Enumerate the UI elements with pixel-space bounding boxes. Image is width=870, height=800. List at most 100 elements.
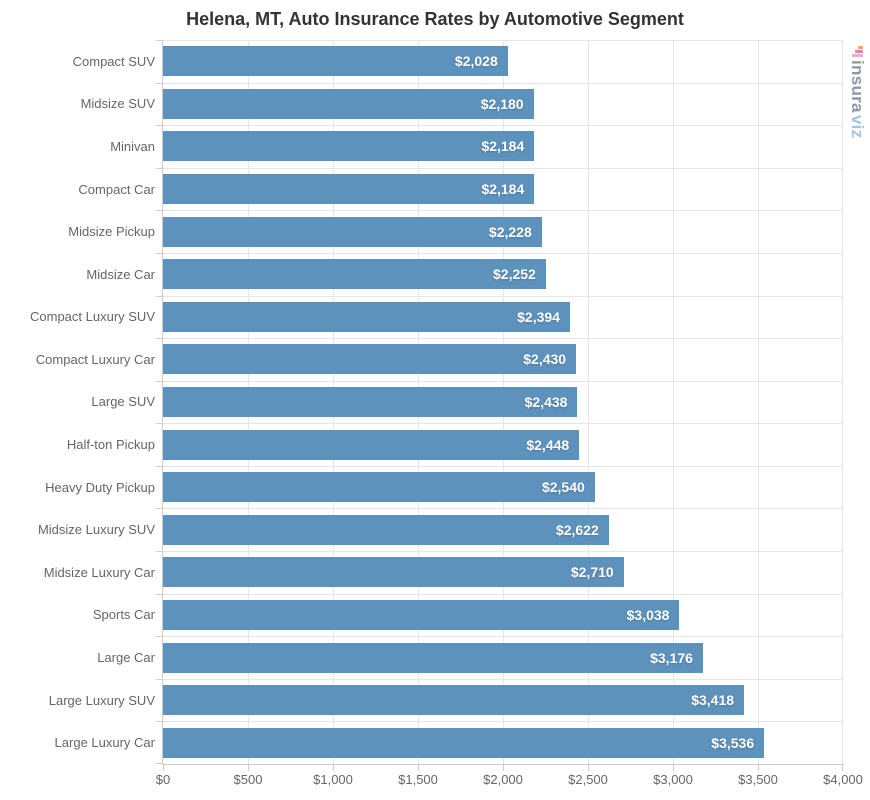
bar[interactable]: $2,180	[163, 88, 534, 119]
x-axis-labels: $0 $500 $1,000 $1,500 $2,000 $2,500 $3,000 $3,5…	[156, 772, 863, 792]
x-axis-label: $3,000	[653, 772, 693, 787]
bar-row: $2,622	[163, 508, 843, 551]
category-label: Heavy Duty Pickup	[45, 479, 155, 495]
x-axis-ticks	[163, 765, 843, 771]
bar-row: $2,180	[163, 83, 843, 126]
bar-value-label: $2,228	[488, 223, 532, 240]
category-label: Compact Luxury Car	[35, 351, 155, 367]
x-axis-tick	[758, 765, 759, 771]
y-axis-tick	[156, 465, 162, 467]
category-label: Midsize Luxury Car	[43, 564, 155, 580]
bar[interactable]: $2,228	[163, 216, 542, 247]
bar[interactable]: $2,252	[163, 259, 546, 290]
x-axis-label: $2,500	[568, 772, 608, 787]
insuraviz-watermark: insura viz	[848, 46, 867, 138]
vertical-gridline	[673, 40, 674, 764]
vertical-gridline	[588, 40, 589, 764]
bar[interactable]: $2,430	[163, 344, 577, 375]
bar-row: $3,176	[163, 636, 843, 679]
bar-value-label: $2,710	[570, 564, 614, 581]
bar-row: $2,184	[163, 168, 843, 211]
x-axis-tick	[673, 765, 674, 771]
vertical-gridline	[758, 40, 759, 764]
y-axis-tick	[156, 295, 162, 297]
bar-chart-logo-icon	[852, 46, 863, 57]
x-axis-label: $1,500	[398, 772, 438, 787]
x-axis-label: $2,000	[483, 772, 523, 787]
bar[interactable]: $2,540	[163, 472, 595, 503]
y-axis-tick	[156, 636, 162, 638]
x-axis-tick	[163, 765, 164, 771]
bar-row: $3,038	[163, 594, 843, 637]
category-label: Midsize Car	[86, 266, 155, 282]
x-axis-line	[162, 764, 844, 765]
bar-value-label: $3,536	[711, 734, 755, 751]
bar-value-label: $2,184	[481, 138, 525, 155]
bar[interactable]: $3,176	[163, 642, 703, 673]
bar-row: $2,430	[163, 338, 843, 381]
bar-row: $2,184	[163, 125, 843, 168]
bar[interactable]: $2,710	[163, 557, 624, 588]
y-axis-tick	[156, 210, 162, 212]
bar-row: $2,394	[163, 296, 843, 339]
category-label: Midsize Pickup	[68, 224, 155, 240]
category-label: Sports Car	[92, 607, 155, 623]
y-axis-ticks	[156, 40, 162, 764]
bar[interactable]: $3,038	[163, 599, 680, 630]
bar-row: $3,418	[163, 679, 843, 722]
category-label: Large Car	[97, 650, 155, 666]
x-axis-label: $3,500	[738, 772, 778, 787]
category-label: Compact Car	[78, 181, 155, 197]
x-axis-label: $500	[233, 772, 263, 787]
x-axis-label: $0	[155, 772, 171, 787]
y-axis-tick	[156, 508, 162, 510]
bar[interactable]: $2,622	[163, 514, 609, 545]
bar-row: $2,252	[163, 253, 843, 296]
bar-value-label: $2,028	[454, 53, 498, 70]
y-axis-line	[162, 40, 163, 764]
watermark-text-insura: insura	[848, 60, 867, 113]
category-label: Midsize Luxury SUV	[37, 522, 155, 538]
bar-value-label: $2,622	[555, 521, 599, 538]
bar[interactable]: $2,028	[163, 46, 508, 77]
y-axis-tick	[156, 82, 162, 84]
bar-value-label: $2,394	[517, 308, 560, 325]
y-axis-tick	[156, 125, 162, 127]
bar-row: $3,536	[163, 721, 843, 764]
vertical-gridline	[842, 40, 843, 764]
y-axis-tick	[156, 380, 162, 382]
bar-value-label: $2,448	[526, 436, 570, 453]
bar-value-label: $2,184	[481, 181, 525, 198]
bar[interactable]: $2,438	[163, 386, 578, 417]
x-axis-tick	[248, 765, 249, 771]
bar-row: $2,438	[163, 381, 843, 424]
bar[interactable]: $2,184	[163, 131, 535, 162]
category-label: Large SUV	[91, 394, 155, 410]
x-axis-label: $4,000	[823, 772, 863, 787]
x-axis-tick	[842, 765, 843, 771]
bar-value-label: $3,418	[691, 692, 735, 709]
bar-row: $2,228	[163, 210, 843, 253]
y-axis-tick	[156, 763, 162, 764]
category-label: Large Luxury SUV	[48, 692, 155, 708]
plot-area: $2,028 $2,180 $2,184 $2,184 $2,228 $2,252 $2,3…	[163, 40, 843, 764]
bar-value-label: $2,540	[541, 479, 585, 496]
bar[interactable]: $2,448	[163, 429, 580, 460]
x-axis-tick	[503, 765, 504, 771]
y-axis-labels: Compact SUV Midsize SUV Minivan Compact Car…	[0, 40, 155, 764]
category-label: Midsize SUV	[80, 96, 155, 112]
bar-row: $2,448	[163, 423, 843, 466]
x-axis-tick	[418, 765, 419, 771]
bar[interactable]: $2,184	[163, 174, 535, 205]
bar-row: $2,540	[163, 466, 843, 509]
bar[interactable]: $3,418	[163, 685, 745, 716]
category-label: Minivan	[110, 138, 155, 154]
bar[interactable]: $2,394	[163, 301, 570, 332]
category-label: Compact SUV	[72, 53, 155, 69]
x-axis-tick	[588, 765, 589, 771]
category-label: Large Luxury Car	[54, 735, 155, 751]
bar-row: $2,028	[163, 40, 843, 83]
bar-value-label: $2,180	[480, 95, 524, 112]
bar[interactable]: $3,536	[163, 727, 765, 758]
x-axis-label: $1,000	[313, 772, 353, 787]
